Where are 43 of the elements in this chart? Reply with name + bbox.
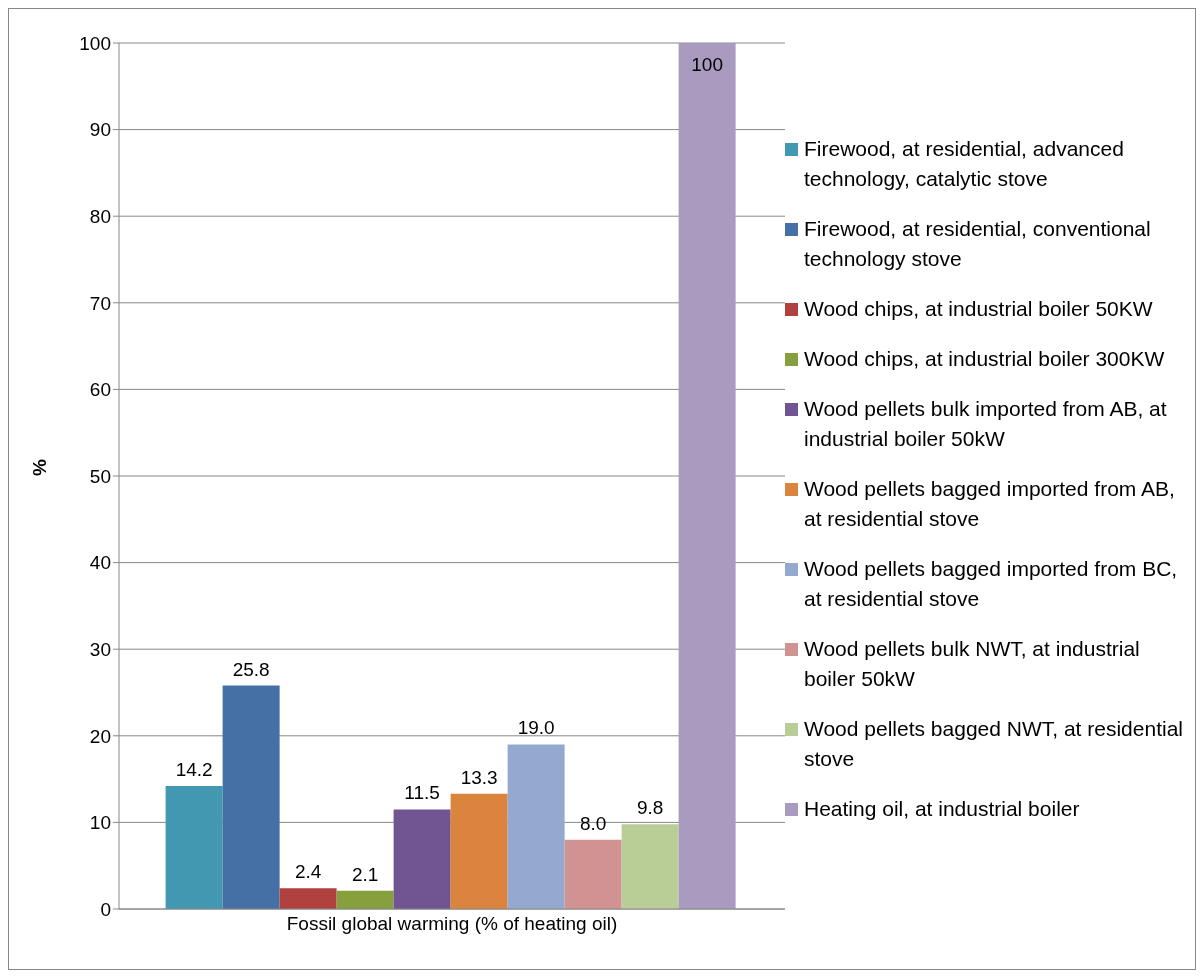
data-label: 2.1 bbox=[351, 863, 379, 885]
legend-label: Wood pellets bagged NWT, at residential stove bbox=[804, 716, 1184, 772]
bar bbox=[393, 809, 451, 909]
legend-label: Wood pellets bagged imported from BC, at residential stove bbox=[804, 556, 1179, 612]
bar bbox=[564, 839, 622, 909]
x-tick-label: Fossil global warming (% of heating oil) bbox=[286, 913, 618, 935]
y-tick-label: 0 bbox=[100, 898, 111, 920]
y-tick-label: 30 bbox=[89, 638, 111, 660]
y-tick-label: 80 bbox=[89, 205, 111, 227]
data-label: 13.3 bbox=[460, 766, 498, 788]
data-label: 100 bbox=[691, 54, 723, 75]
y-tick-label: 70 bbox=[89, 292, 111, 314]
y-tick-label: 90 bbox=[89, 119, 111, 141]
legend-label: Heating oil, at industrial boiler bbox=[804, 796, 1080, 822]
y-tick-label: 60 bbox=[89, 379, 111, 401]
data-label: 25.8 bbox=[232, 658, 270, 680]
y-tick-label: 50 bbox=[89, 465, 111, 487]
data-label: 8.0 bbox=[579, 812, 607, 834]
data-label: 11.5 bbox=[404, 782, 440, 804]
legend-label: Wood pellets bulk NWT, at industrial boiler 50kW bbox=[804, 636, 1141, 692]
bar bbox=[621, 824, 679, 909]
data-label: 19.0 bbox=[517, 717, 555, 739]
bar bbox=[507, 744, 565, 909]
bar bbox=[165, 786, 223, 909]
y-axis-title: % bbox=[28, 459, 50, 476]
legend-label: Firewood, at residential, conventional technology stove bbox=[804, 216, 1152, 272]
legend-label: Firewood, at residential, advanced technology, catalytic stove bbox=[804, 136, 1125, 192]
y-tick-label: 10 bbox=[89, 812, 111, 834]
bar bbox=[279, 888, 337, 909]
data-label: 9.8 bbox=[636, 797, 664, 819]
data-label: 14.2 bbox=[175, 759, 213, 781]
legend-label: Wood pellets bagged imported from AB, at residential stove bbox=[804, 476, 1176, 532]
legend-label: Wood pellets bulk imported from AB, at industrial boiler 50kW bbox=[804, 396, 1168, 452]
legend-label: Wood chips, at industrial boiler 50KW bbox=[804, 296, 1153, 322]
data-label: 2.4 bbox=[294, 861, 322, 883]
bar bbox=[678, 43, 736, 909]
bar bbox=[222, 685, 280, 909]
y-tick-label: 20 bbox=[89, 725, 111, 747]
bar bbox=[336, 890, 394, 909]
legend-label: Wood chips, at industrial boiler 300KW bbox=[804, 346, 1165, 372]
y-tick-label: 100 bbox=[79, 32, 111, 54]
bar bbox=[450, 793, 508, 909]
y-tick-label: 40 bbox=[89, 552, 111, 574]
